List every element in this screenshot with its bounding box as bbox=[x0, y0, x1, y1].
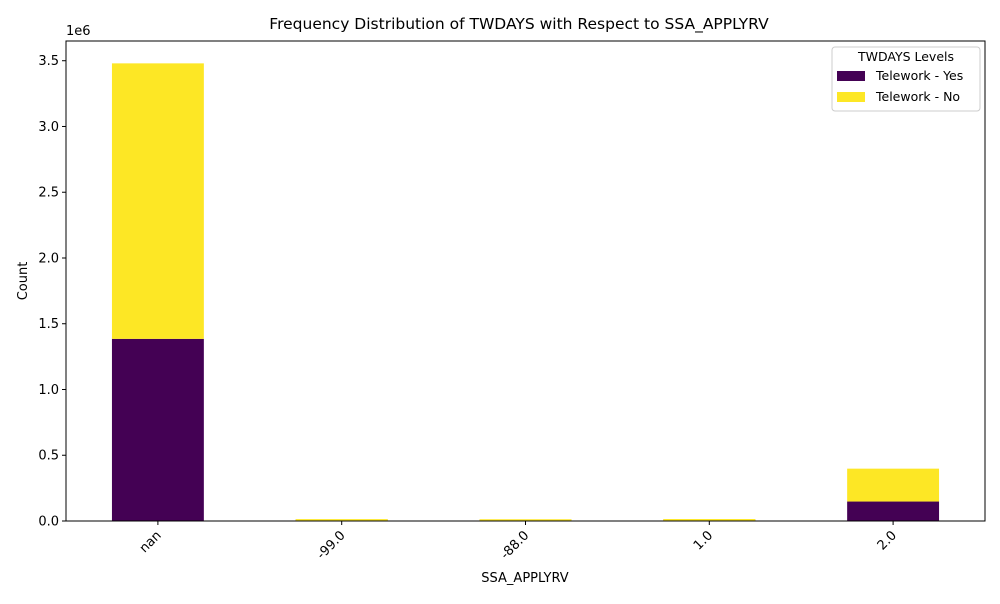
x-axis: nan -99.0 -88.0 1.0 2.0 bbox=[137, 521, 900, 563]
y-tick-label-5: 2.5 bbox=[38, 186, 59, 201]
bar-telework-yes-4 bbox=[847, 501, 940, 521]
y-tick-label-6: 3.0 bbox=[38, 120, 59, 135]
y-tick-label-2: 1.0 bbox=[38, 383, 59, 398]
x-tick-label-0: nan bbox=[137, 528, 165, 556]
bar-telework-no-1 bbox=[295, 519, 388, 521]
x-tick-label-4: 2.0 bbox=[875, 528, 900, 553]
legend-label-telework-no: Telework - No bbox=[875, 89, 960, 104]
x-axis-label: SSA_APPLYRV bbox=[481, 571, 568, 586]
bar-telework-no-0 bbox=[111, 63, 204, 339]
y-tick-label-0: 0.0 bbox=[38, 515, 59, 530]
y-tick-label-3: 1.5 bbox=[38, 317, 59, 332]
y-scale-label: 1e6 bbox=[66, 24, 91, 39]
y-axis-label: Count bbox=[16, 262, 31, 301]
x-tick-label-3: 1.0 bbox=[691, 528, 716, 553]
legend-swatch-telework-yes bbox=[837, 71, 865, 81]
legend-swatch-telework-no bbox=[837, 92, 865, 102]
legend-title: TWDAYS Levels bbox=[857, 49, 954, 64]
y-tick-label-7: 3.5 bbox=[38, 54, 59, 69]
y-tick-label-1: 0.5 bbox=[38, 449, 59, 464]
bar-telework-no-2 bbox=[479, 519, 572, 521]
bar-telework-yes-0 bbox=[111, 338, 204, 521]
x-tick-label-2: -88.0 bbox=[498, 528, 532, 562]
plot-frame bbox=[65, 40, 986, 522]
y-tick-label-4: 2.0 bbox=[38, 251, 59, 266]
bars-layer bbox=[111, 63, 940, 521]
chart-title: Frequency Distribution of TWDAYS with Re… bbox=[269, 15, 769, 34]
legend: TWDAYS Levels Telework - Yes Telework - … bbox=[831, 46, 981, 112]
y-axis: 0.0 0.5 1.0 1.5 2.0 2.5 3.0 3.5 bbox=[38, 54, 66, 530]
bar-telework-no-3 bbox=[663, 519, 756, 521]
bar-telework-no-4 bbox=[847, 468, 940, 502]
x-tick-label-1: -99.0 bbox=[314, 528, 348, 562]
legend-box bbox=[831, 46, 981, 112]
legend-label-telework-yes: Telework - Yes bbox=[875, 68, 963, 83]
